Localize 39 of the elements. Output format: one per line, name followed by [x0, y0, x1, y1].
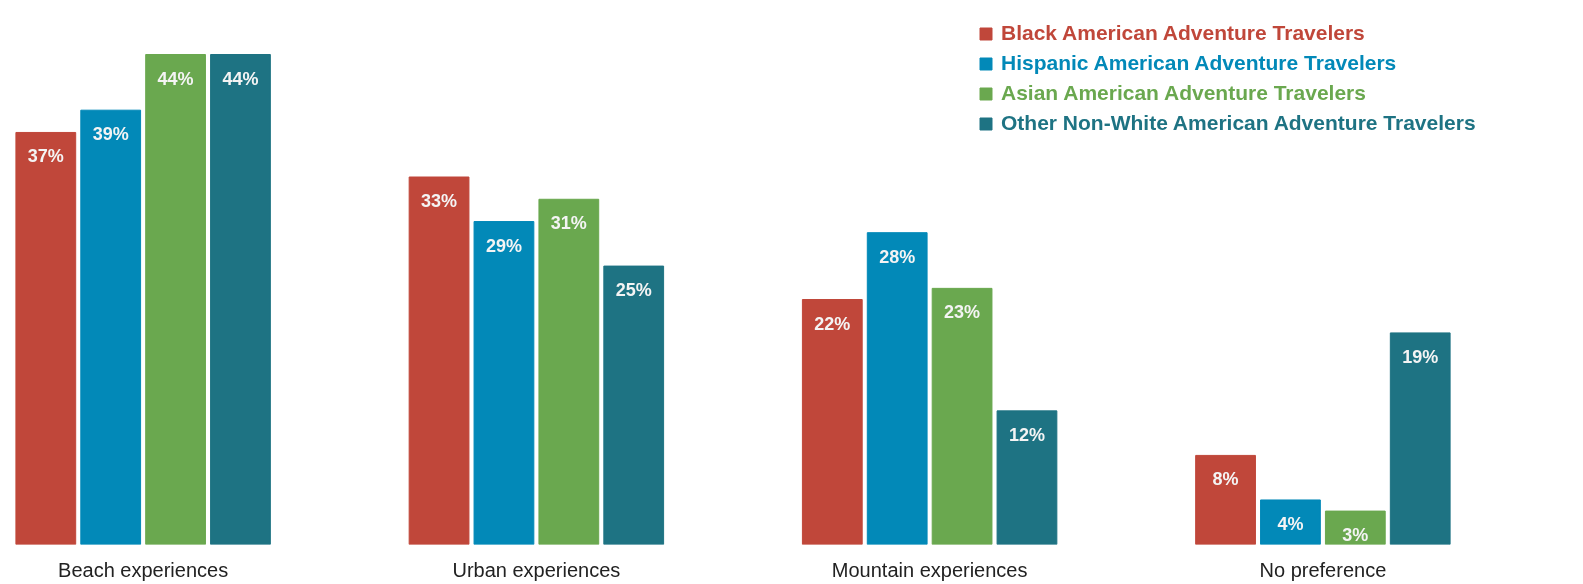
data-label: 3% [1342, 525, 1369, 546]
x-tick-label: Beach experiences [58, 558, 229, 581]
data-label: 4% [1277, 513, 1304, 534]
x-tick-label: No preference [1259, 558, 1387, 581]
x-tick-label: Mountain experiences [831, 558, 1028, 581]
bar [801, 299, 863, 545]
bar [603, 265, 665, 545]
data-label: 22% [814, 313, 851, 334]
bar [931, 287, 993, 545]
bar [1260, 499, 1321, 545]
legend-label: Black American Adventure Travelers [1001, 21, 1365, 45]
x-tick-label: Urban experiences [452, 558, 621, 581]
bar [866, 232, 928, 545]
bar [408, 176, 470, 545]
data-label: 23% [944, 302, 981, 323]
legend-label: Hispanic American Adventure Travelers [1001, 51, 1397, 75]
data-label: 12% [1008, 424, 1045, 445]
bar [538, 198, 600, 545]
bar [1389, 332, 1451, 545]
bar [473, 221, 535, 545]
data-label: 28% [879, 246, 916, 267]
data-label: 31% [550, 213, 587, 234]
data-label: 39% [92, 124, 129, 145]
data-label: 8% [1212, 469, 1239, 490]
bar [15, 131, 77, 545]
bar [145, 54, 206, 545]
data-label: 25% [615, 280, 652, 301]
data-label: 44% [222, 68, 259, 89]
bar [1195, 454, 1256, 545]
legend-label: Other Non-White American Adventure Travelers [1001, 111, 1476, 135]
legend-label: Asian American Adventure Travelers [1001, 81, 1366, 105]
data-label: 33% [421, 191, 458, 211]
data-label: 37% [27, 146, 64, 167]
bar [80, 109, 142, 545]
data-label: 29% [485, 235, 522, 256]
data-label: 19% [1402, 346, 1439, 367]
data-label: 44% [157, 68, 194, 89]
bar [210, 54, 271, 545]
bar [996, 410, 1058, 545]
